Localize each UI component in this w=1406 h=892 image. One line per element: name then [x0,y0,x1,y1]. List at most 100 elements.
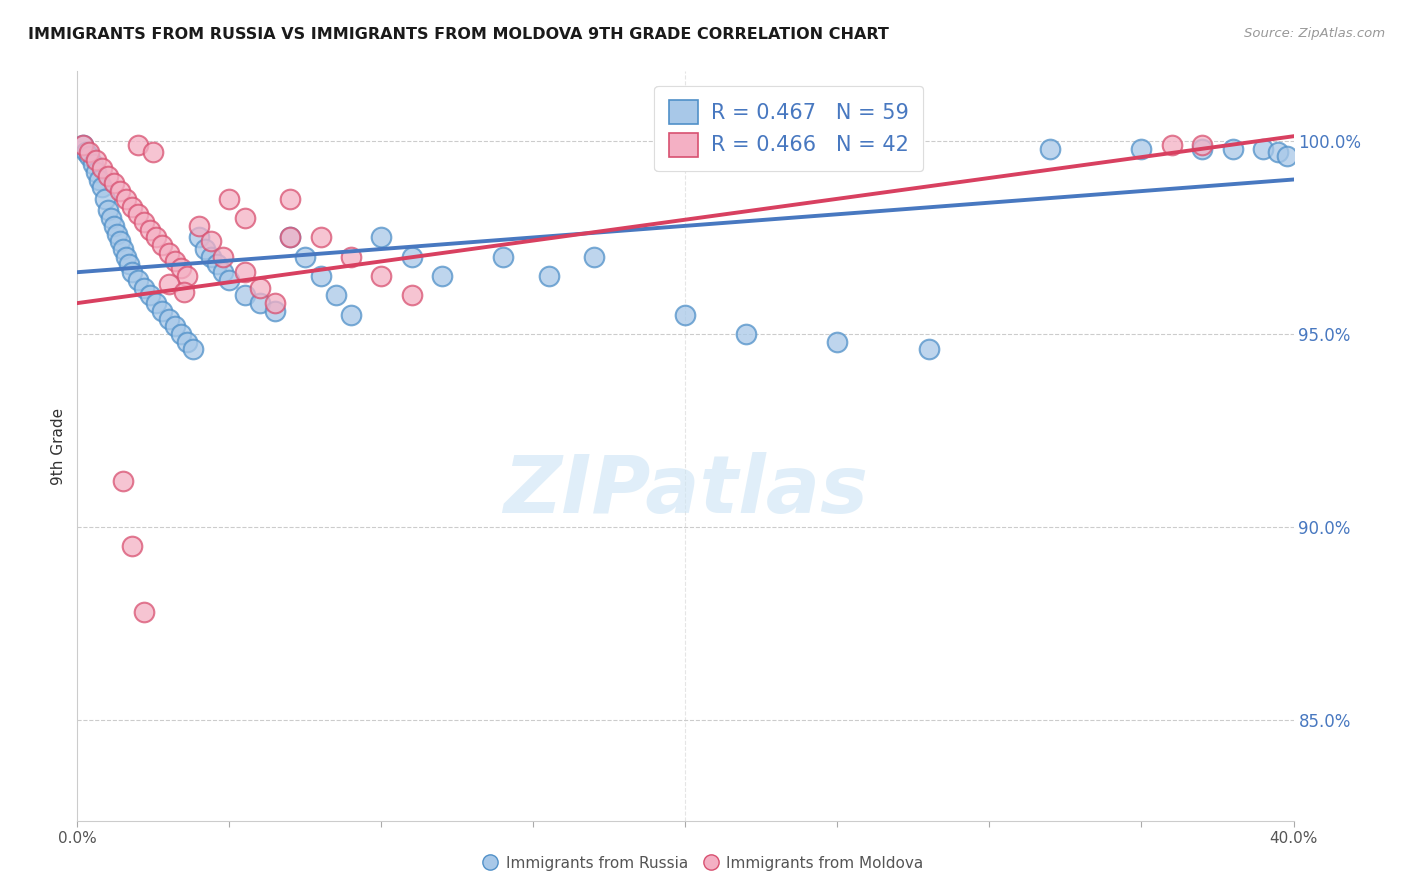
Point [152,238,174,252]
Point [142,145,165,160]
Point [111,242,134,256]
Point [93,192,115,206]
Legend: Immigrants from Russia, Immigrants from Moldova: Immigrants from Russia, Immigrants from … [478,851,928,875]
Point [200,235,222,249]
Point [84,165,107,179]
Point [170,261,193,276]
Point [84,153,107,168]
Point [212,265,235,279]
Point [157,277,180,291]
Point [294,250,316,264]
Point [233,211,256,226]
Point [121,200,143,214]
Point [188,219,211,233]
Point [176,334,198,349]
Point [249,280,271,294]
Legend: R = 0.467   N = 59, R = 0.466   N = 42: R = 0.467 N = 59, R = 0.466 N = 42 [654,86,924,171]
Point [181,343,204,357]
Point [205,257,228,271]
Point [430,268,453,283]
Point [735,326,758,341]
Point [583,250,606,264]
Point [218,192,240,206]
Point [827,334,849,349]
Point [170,326,193,341]
Point [72,137,94,152]
Point [90,180,112,194]
Point [278,230,301,244]
Point [212,250,235,264]
Point [278,230,301,244]
Point [176,268,198,283]
Point [401,288,423,302]
Point [97,169,120,183]
Y-axis label: 9th Grade: 9th Grade [51,408,66,484]
Point [134,605,156,619]
Point [118,257,141,271]
Point [115,192,138,206]
Point [139,288,162,302]
Point [188,230,211,244]
Point [1191,137,1213,152]
Point [537,268,560,283]
Point [157,311,180,326]
Point [121,540,143,554]
Point [309,230,332,244]
Text: ZIPatlas: ZIPatlas [503,452,868,530]
Point [401,250,423,264]
Point [340,308,363,322]
Point [134,215,156,229]
Point [675,308,697,322]
Point [134,280,156,294]
Point [72,137,94,152]
Point [370,230,392,244]
Point [249,296,271,310]
Point [103,219,125,233]
Point [103,177,125,191]
Point [97,203,120,218]
Point [492,250,515,264]
Point [87,172,110,186]
Point [340,250,363,264]
Point [194,242,217,256]
Point [264,303,287,318]
Point [1222,142,1244,156]
Point [163,253,186,268]
Point [918,343,941,357]
Point [163,319,186,334]
Point [200,250,222,264]
Point [145,230,167,244]
Point [82,157,104,171]
Point [121,265,143,279]
Point [1251,142,1274,156]
Point [139,223,162,237]
Point [1277,149,1299,163]
Point [1267,145,1289,160]
Point [108,184,131,198]
Point [1191,142,1213,156]
Point [264,296,287,310]
Point [1039,142,1062,156]
Point [278,192,301,206]
Point [108,235,131,249]
Point [115,250,138,264]
Point [127,137,149,152]
Text: IMMIGRANTS FROM RUSSIA VS IMMIGRANTS FROM MOLDOVA 9TH GRADE CORRELATION CHART: IMMIGRANTS FROM RUSSIA VS IMMIGRANTS FRO… [28,27,889,42]
Point [90,161,112,175]
Point [127,273,149,287]
Point [75,145,97,160]
Point [79,145,101,160]
Point [111,474,134,488]
Point [233,265,256,279]
Point [370,268,392,283]
Point [173,285,195,299]
Point [79,149,101,163]
Point [100,211,122,226]
Point [145,296,167,310]
Point [1130,142,1153,156]
Point [309,268,332,283]
Text: Source: ZipAtlas.com: Source: ZipAtlas.com [1244,27,1385,40]
Point [105,227,128,241]
Point [157,246,180,260]
Point [127,207,149,221]
